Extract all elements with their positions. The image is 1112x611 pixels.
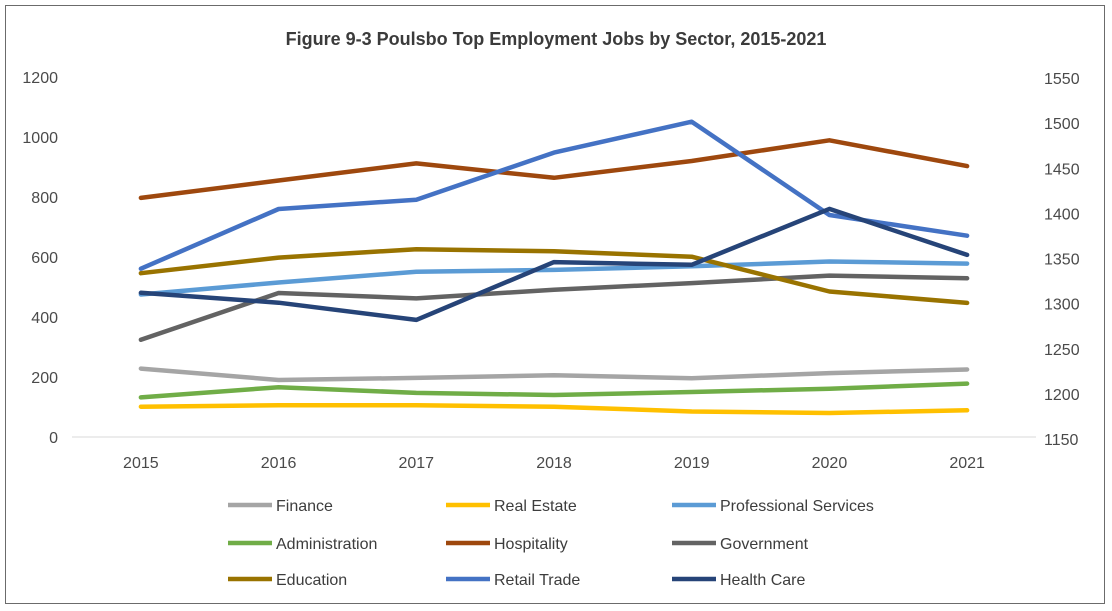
left-tick-label: 200 [31, 370, 58, 387]
series-line-hospitality [138, 138, 970, 201]
x-tick-label: 2020 [812, 455, 848, 472]
x-tick-label: 2016 [261, 455, 297, 472]
right-tick-label: 1350 [1044, 252, 1080, 269]
legend-label-hospitality: Hospitality [494, 536, 568, 553]
legend-label-health-care: Health Care [720, 572, 805, 589]
right-y-axis: 1150 1200 1250 1300 1350 1400 1450 1500 1550 [1044, 71, 1080, 449]
x-tick-label: 2018 [536, 455, 572, 472]
series-line-real-estate [138, 402, 970, 416]
left-y-axis: 0 200 400 600 800 1000 1200 [22, 70, 58, 447]
legend-label-professional-services: Professional Services [720, 498, 874, 515]
legend-label-government: Government [720, 536, 809, 553]
legend-label-finance: Finance [276, 498, 333, 515]
legend-label-education: Education [276, 572, 347, 589]
series-line-finance [138, 366, 970, 383]
legend-label-real-estate: Real Estate [494, 498, 577, 515]
series-line-retail-trade [138, 119, 970, 271]
left-tick-label: 0 [49, 430, 58, 447]
right-tick-label: 1150 [1044, 432, 1079, 449]
series-line-professional-services [138, 259, 970, 297]
right-tick-label: 1500 [1044, 116, 1080, 133]
series-line-health-care [138, 206, 970, 323]
x-tick-label: 2021 [949, 455, 985, 472]
x-tick-label: 2015 [123, 455, 159, 472]
left-tick-label: 1200 [22, 70, 58, 87]
series-line-education [138, 246, 970, 306]
right-tick-label: 1450 [1044, 161, 1080, 178]
x-tick-label: 2019 [674, 455, 710, 472]
legend-label-retail-trade: Retail Trade [494, 572, 580, 589]
series-line-government [138, 273, 970, 343]
right-tick-label: 1300 [1044, 297, 1080, 314]
left-tick-label: 1000 [22, 130, 58, 147]
x-axis: 2015 2016 2017 2018 2019 2020 2021 [123, 455, 985, 472]
chart-frame [5, 5, 1105, 604]
left-tick-label: 800 [31, 190, 58, 207]
left-tick-label: 400 [31, 310, 58, 327]
right-tick-label: 1550 [1044, 71, 1080, 88]
series-line-administration [138, 381, 970, 400]
right-tick-label: 1200 [1044, 387, 1080, 404]
right-tick-label: 1250 [1044, 342, 1080, 359]
series-lines [138, 119, 970, 416]
right-tick-label: 1400 [1044, 206, 1080, 223]
legend-label-administration: Administration [276, 536, 377, 553]
left-tick-label: 600 [31, 250, 58, 267]
x-tick-label: 2017 [398, 455, 434, 472]
legend: Finance Real Estate Professional Services A… [228, 498, 874, 589]
chart-title: Figure 9-3 Poulsbo Top Employment Jobs b… [286, 29, 827, 49]
